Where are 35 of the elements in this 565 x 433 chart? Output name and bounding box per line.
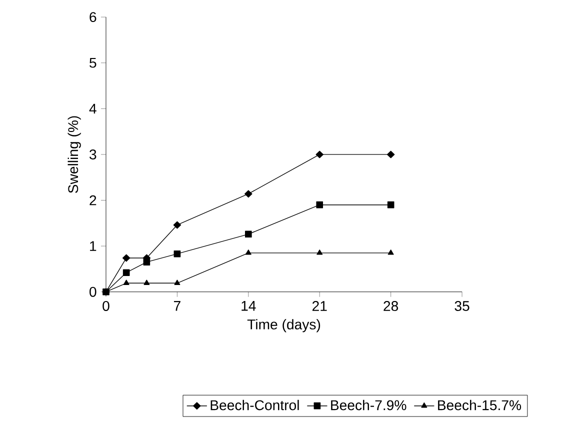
point bbox=[316, 150, 324, 158]
point bbox=[174, 280, 180, 286]
point bbox=[143, 258, 150, 266]
point bbox=[387, 201, 394, 208]
y-tick-label: 6 bbox=[90, 12, 96, 22]
y-tick-label: 2 bbox=[90, 195, 96, 206]
y-tick-label: 0 bbox=[90, 286, 96, 297]
y-tick-label: 1 bbox=[90, 241, 96, 251]
x-tick-label: 35 bbox=[454, 301, 470, 312]
y-axis-title: Swelling (%) bbox=[68, 116, 81, 194]
legend-label: Beech-7.9% bbox=[331, 400, 406, 410]
point bbox=[144, 280, 150, 286]
x-tick-label: 28 bbox=[384, 301, 398, 312]
legend-label: Beech-Control bbox=[210, 400, 299, 410]
point bbox=[244, 190, 252, 198]
point bbox=[174, 250, 181, 258]
x-tick-label: 21 bbox=[312, 301, 327, 311]
point bbox=[173, 221, 182, 229]
point bbox=[244, 230, 252, 238]
x-tick-label: 0 bbox=[102, 301, 110, 312]
y-tick-label: 5 bbox=[90, 58, 96, 68]
x-tick-label: 14 bbox=[242, 301, 256, 311]
x-tick-label: 7 bbox=[174, 301, 180, 311]
point bbox=[388, 250, 394, 255]
legend-label: Beech-15.7% bbox=[438, 400, 522, 410]
point bbox=[316, 250, 323, 255]
x-axis-title: Time (days) bbox=[247, 319, 320, 332]
y-tick-label: 3 bbox=[90, 150, 96, 160]
point bbox=[386, 150, 395, 158]
point bbox=[123, 280, 130, 286]
point bbox=[245, 250, 252, 255]
point bbox=[122, 269, 130, 276]
point bbox=[122, 254, 130, 262]
point bbox=[316, 201, 324, 208]
y-tick-label: 4 bbox=[89, 104, 96, 114]
